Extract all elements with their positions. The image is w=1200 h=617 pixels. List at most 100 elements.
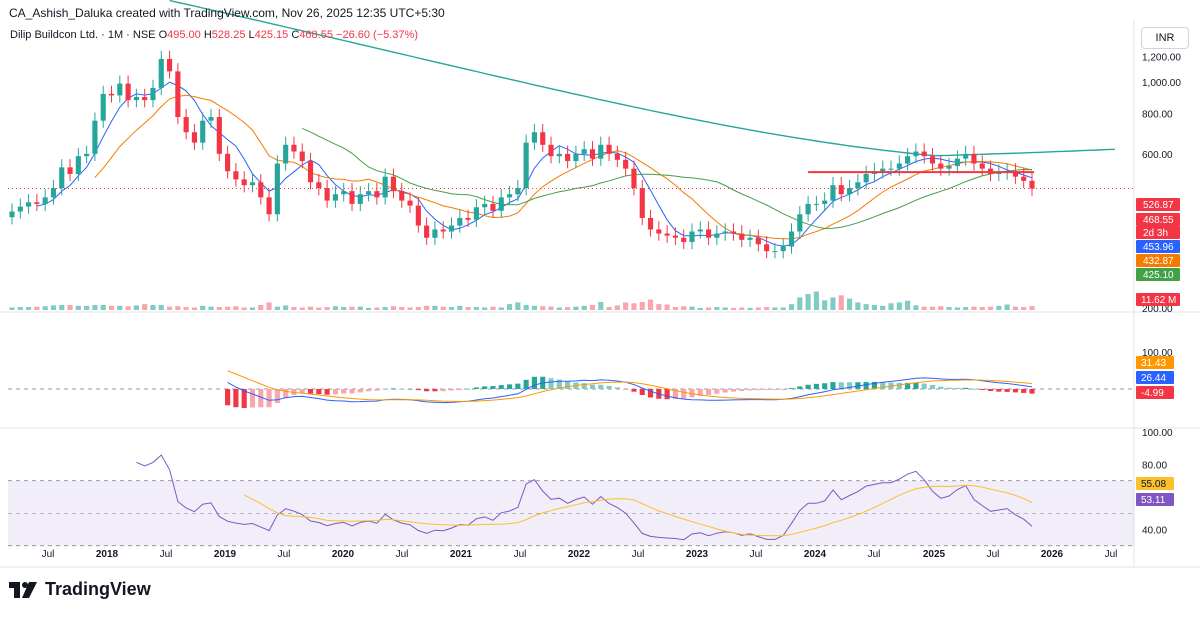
candle-body (191, 132, 198, 143)
price-tick-label: 1,200.00 (1142, 53, 1181, 64)
volume-bar (664, 304, 670, 310)
candle-body (382, 176, 388, 198)
candle-body (390, 176, 397, 192)
candle-body (150, 87, 156, 101)
volume-bar (921, 306, 927, 310)
low-value: 425.15 (254, 29, 289, 41)
ma-blue-badge-text: 453.96 (1143, 242, 1174, 253)
candle-body (59, 167, 65, 189)
volume-bar (357, 306, 363, 310)
volume-bar (108, 305, 115, 310)
candle-body (647, 217, 654, 230)
volume-bar (465, 307, 471, 310)
volume-bar (739, 307, 745, 310)
time-tick-label: 2023 (686, 549, 709, 560)
candle-body (374, 191, 380, 198)
volume-bar (407, 307, 413, 310)
volume-bar (647, 299, 654, 310)
volume-bar (631, 303, 637, 310)
candle-body (581, 149, 587, 154)
volume-bar (946, 307, 952, 310)
volume-bar (473, 307, 479, 310)
volume-bar (697, 307, 703, 310)
candle-body (1029, 180, 1035, 189)
macd-histogram-bar (274, 389, 280, 403)
volume-bar (9, 307, 15, 310)
volume-bar (34, 306, 40, 310)
candle-body (515, 188, 521, 195)
volume-bar (805, 294, 811, 310)
macd-histogram-bar (565, 381, 571, 389)
macd-histogram-bar (390, 388, 397, 390)
volume-bar (938, 306, 944, 310)
time-tick-label: Jul (868, 549, 881, 560)
volume-bar (225, 306, 231, 310)
candle-body (706, 229, 712, 238)
rsi-ma-line (243, 484, 1033, 537)
candle-body (84, 153, 90, 157)
candle-body (34, 202, 40, 204)
volume-bar (598, 302, 604, 310)
macd-histogram-bar (490, 386, 496, 389)
candle-body (366, 191, 372, 195)
price-tick-label: 1,000.00 (1142, 78, 1181, 89)
volume-bar (672, 307, 678, 310)
volume-bar (523, 304, 529, 310)
candle-body (813, 203, 819, 205)
macd-histogram-bar (440, 389, 446, 392)
candle-body (17, 206, 23, 212)
candle-body (913, 151, 919, 157)
volume-bar (888, 303, 894, 310)
volume-bar (954, 307, 960, 310)
macd-histogram-bar (871, 381, 878, 389)
macd-histogram-bar (880, 382, 886, 389)
time-tick-label: Jul (1105, 549, 1118, 560)
time-tick-label: 2020 (332, 549, 355, 560)
macd-histogram-badge (1136, 386, 1174, 399)
candle-body (440, 229, 446, 232)
volume-bar (100, 304, 106, 310)
volume-bar (540, 306, 546, 310)
candle-body (241, 179, 247, 186)
volume-bar (299, 307, 305, 310)
volume-badge (1136, 293, 1180, 306)
candle-body (598, 144, 604, 159)
volume-bar (1012, 306, 1018, 310)
tradingview-logo[interactable]: TradingView (9, 579, 151, 600)
candle-body (448, 225, 455, 232)
candle-body (838, 185, 844, 195)
macd-histogram-bar (722, 389, 728, 393)
candle-body (531, 132, 538, 143)
candle-body (75, 156, 81, 174)
volume-bar (390, 306, 397, 310)
ma-orange-badge-text: 432.87 (1143, 256, 1174, 267)
candle-body (697, 229, 703, 232)
volume-bar (565, 307, 571, 310)
volume-bar (548, 306, 554, 310)
symbol-title[interactable]: Dilip Buildcon Ltd. · 1M · NSE (10, 29, 156, 41)
volume-bar (175, 306, 181, 310)
candle-body (399, 191, 405, 201)
time-tick-label: Jul (514, 549, 527, 560)
candle-body (175, 71, 181, 118)
volume-bar (830, 297, 836, 310)
candle-body (233, 171, 239, 180)
volume-bar (324, 307, 330, 310)
volume-bar (125, 306, 131, 310)
volume-bar (117, 305, 123, 310)
macd-histogram-bar (307, 389, 314, 394)
volume-bar (399, 307, 405, 310)
currency-button[interactable]: INR (1141, 27, 1189, 49)
volume-bar (332, 306, 338, 310)
volume-bar (448, 307, 455, 310)
volume-bar (623, 302, 629, 310)
candle-body (830, 185, 836, 201)
candle-body (1021, 176, 1027, 181)
macd-histogram-bar (689, 389, 695, 398)
ma-orange-line (94, 94, 1033, 240)
volume-bar (84, 305, 90, 310)
volume-bar (316, 307, 322, 310)
high-value: 528.25 (211, 29, 246, 41)
macd-histogram-bar (971, 388, 977, 390)
